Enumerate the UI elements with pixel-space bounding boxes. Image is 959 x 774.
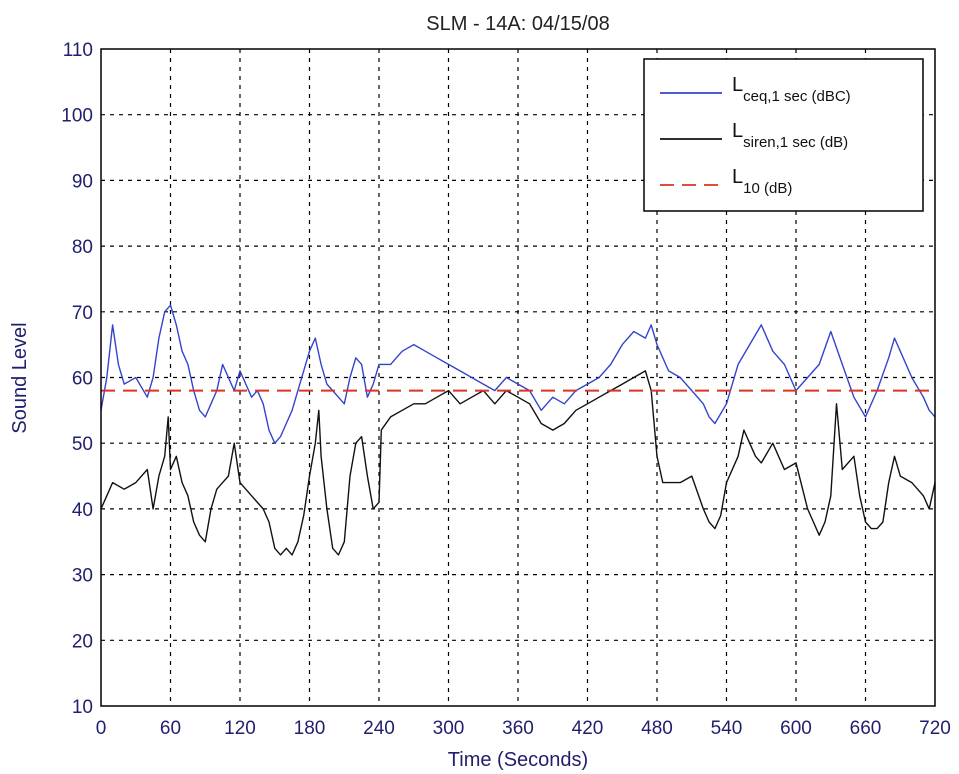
y-tick-label: 80 xyxy=(72,237,93,258)
x-tick-label: 420 xyxy=(572,718,604,739)
y-tick-label: 60 xyxy=(72,369,93,390)
x-tick-label: 600 xyxy=(780,718,812,739)
legend-label-1: Lceq,1 sec (dBC) xyxy=(732,74,851,105)
legend: Lceq,1 sec (dBC) Lsiren,1 sec (dB) L10 (dB… xyxy=(643,58,924,212)
y-tick-label: 50 xyxy=(72,434,93,455)
y-tick-label: 10 xyxy=(72,697,93,718)
tick-labels: 0 60 120 180 240 300 360 420 480 540 600 660 720 10 20… xyxy=(61,40,951,739)
series-line-2 xyxy=(100,370,936,556)
y-tick-label: 110 xyxy=(63,40,93,61)
y-tick-label: 40 xyxy=(72,500,93,521)
x-tick-label: 360 xyxy=(502,718,534,739)
x-tick-label: 480 xyxy=(641,718,673,739)
x-tick-label: 240 xyxy=(363,718,395,739)
legend-label-2: Lsiren,1 sec (dB) xyxy=(732,120,848,151)
x-tick-label: 180 xyxy=(294,718,326,739)
x-tick-label: 540 xyxy=(711,718,743,739)
y-axis-label: Sound Level xyxy=(9,322,31,433)
x-tick-label: 0 xyxy=(96,718,107,739)
x-tick-label: 660 xyxy=(850,718,882,739)
y-tick-label: 30 xyxy=(72,566,93,587)
y-tick-label: 90 xyxy=(72,171,93,192)
plot-frame xyxy=(100,48,936,707)
x-tick-label: 60 xyxy=(160,718,181,739)
x-axis-label: Time (Seconds) xyxy=(448,749,588,771)
y-tick-label: 20 xyxy=(72,631,93,652)
legend-label-3: L10 (dB) xyxy=(732,166,792,197)
chart-title: SLM - 14A: 04/15/08 xyxy=(426,13,609,35)
series-line-1 xyxy=(100,304,936,444)
y-tick-label: 70 xyxy=(72,303,93,324)
x-tick-label: 300 xyxy=(433,718,465,739)
series-layer xyxy=(100,304,936,556)
x-tick-label: 120 xyxy=(224,718,256,739)
y-tick-label: 100 xyxy=(61,106,93,127)
x-tick-label: 720 xyxy=(919,718,951,739)
